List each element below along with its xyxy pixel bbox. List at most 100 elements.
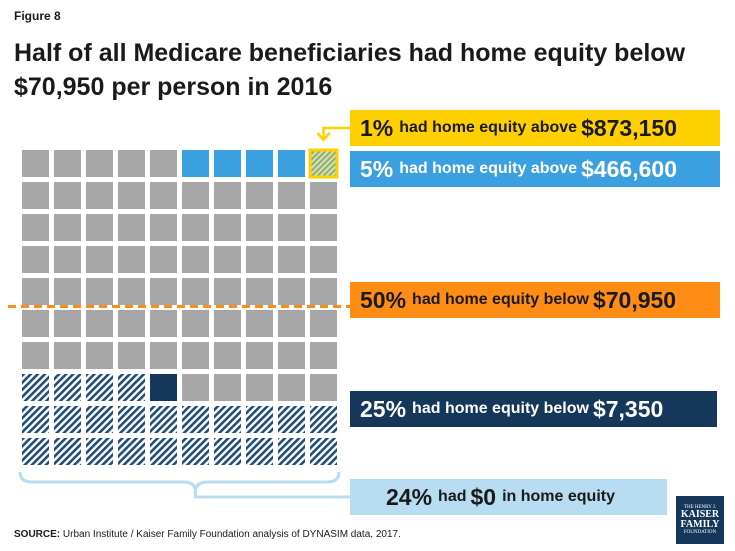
- waffle-cell-zero-equity: [246, 438, 273, 465]
- waffle-cell-top-5: [246, 150, 273, 177]
- waffle-cell: [54, 246, 81, 273]
- callout-text: had home equity below: [412, 400, 589, 417]
- waffle-cell-zero-equity: [54, 406, 81, 433]
- waffle-cell-zero-equity: [150, 406, 177, 433]
- callout-amount: $0: [470, 483, 497, 510]
- waffle-cell-zero-equity: [214, 406, 241, 433]
- waffle-cell: [214, 246, 241, 273]
- waffle-cell: [86, 150, 113, 177]
- waffle-cell: [182, 214, 209, 241]
- top-1-arrow-line: [322, 126, 350, 140]
- callout-text: had home equity above: [399, 119, 578, 136]
- waffle-cell: [310, 342, 337, 369]
- waffle-cell: [182, 374, 209, 401]
- waffle-cell: [150, 182, 177, 209]
- waffle-cell: [150, 150, 177, 177]
- waffle-cell-top-5: [182, 150, 209, 177]
- waffle-cell: [246, 278, 273, 305]
- waffle-cell-zero-equity: [182, 438, 209, 465]
- waffle-cell: [182, 246, 209, 273]
- waffle-cell-top-1: [308, 148, 339, 179]
- top-1-arrow-head: [316, 132, 331, 142]
- chart-title: Half of all Medicare beneficiaries had h…: [14, 39, 686, 101]
- waffle-cell-zero-equity: [278, 438, 305, 465]
- waffle-cell: [22, 214, 49, 241]
- waffle-cell: [246, 374, 273, 401]
- callout-amount: $873,150: [581, 114, 677, 141]
- waffle-cell: [310, 246, 337, 273]
- waffle-cell-zero-equity: [118, 406, 145, 433]
- waffle-cell-zero-equity: [22, 406, 49, 433]
- waffle-cell: [182, 310, 209, 337]
- waffle-cell-zero-equity: [22, 374, 49, 401]
- waffle-cell: [86, 246, 113, 273]
- waffle-cell: [246, 214, 273, 241]
- callout-percent: 5%: [360, 155, 394, 182]
- callout-text: had: [438, 488, 467, 505]
- waffle-cell: [278, 310, 305, 337]
- waffle-cell: [310, 214, 337, 241]
- waffle-cell-zero-equity: [118, 374, 145, 401]
- waffle-cell: [118, 182, 145, 209]
- waffle-cell-zero-equity: [54, 438, 81, 465]
- callout-top-5-percent: 5% had home equity above $466,600: [350, 151, 720, 187]
- waffle-cell: [310, 374, 337, 401]
- waffle-cell: [182, 278, 209, 305]
- waffle-cell: [246, 246, 273, 273]
- logo-line-1: THE HENRY J.: [683, 505, 717, 510]
- waffle-cell: [22, 278, 49, 305]
- waffle-cell: [214, 342, 241, 369]
- logo-line-2: KAISER: [680, 509, 720, 520]
- waffle-cell: [86, 182, 113, 209]
- waffle-cell-zero-equity: [278, 406, 305, 433]
- waffle-cell: [150, 342, 177, 369]
- waffle-cell: [278, 182, 305, 209]
- source-note: SOURCE: Urban Institute / Kaiser Family …: [14, 529, 401, 540]
- waffle-cell: [214, 310, 241, 337]
- waffle-cell: [278, 246, 305, 273]
- callout-median: 50% had home equity below $70,950: [350, 282, 720, 318]
- waffle-cell: [246, 342, 273, 369]
- waffle-cell: [86, 342, 113, 369]
- waffle-cell: [54, 150, 81, 177]
- waffle-cell-zero-equity: [214, 438, 241, 465]
- callout-top-1-percent: 1% had home equity above $873,150: [350, 110, 720, 146]
- waffle-cell-top-5: [278, 150, 305, 177]
- waffle-cell: [310, 182, 337, 209]
- waffle-cell: [54, 182, 81, 209]
- zero-equity-brace: [18, 471, 341, 493]
- waffle-cell: [214, 214, 241, 241]
- callout-percent: 50%: [360, 286, 407, 313]
- waffle-cell: [22, 182, 49, 209]
- waffle-cell: [214, 374, 241, 401]
- waffle-cell: [150, 246, 177, 273]
- callout-percent: 25%: [360, 395, 407, 422]
- waffle-cell: [150, 310, 177, 337]
- callout-text: had home equity below: [412, 291, 589, 308]
- waffle-cell: [278, 342, 305, 369]
- waffle-cell-zero-equity: [310, 406, 337, 433]
- callout-percent: 1%: [360, 114, 394, 141]
- waffle-cell: [22, 342, 49, 369]
- waffle-cell: [54, 214, 81, 241]
- waffle-cell: [86, 310, 113, 337]
- kff-logo: THE HENRY J. KAISER FAMILY FOUNDATION: [676, 496, 724, 544]
- waffle-cell: [278, 278, 305, 305]
- waffle-cell: [22, 310, 49, 337]
- callout-zero-equity: 24% had $0 in home equity: [350, 479, 667, 515]
- waffle-cell: [278, 214, 305, 241]
- waffle-cell-zero-equity: [150, 438, 177, 465]
- waffle-cell-zero-equity: [86, 374, 113, 401]
- waffle-cell-zero-equity: [22, 438, 49, 465]
- waffle-cell: [86, 214, 113, 241]
- waffle-cell: [118, 342, 145, 369]
- waffle-cell: [246, 310, 273, 337]
- waffle-annotations: [8, 126, 350, 499]
- waffle-cell: [310, 310, 337, 337]
- callout-amount: $466,600: [581, 155, 677, 182]
- waffle-cell-top-5: [214, 150, 241, 177]
- source-label: SOURCE:: [14, 529, 61, 540]
- waffle-cell: [54, 310, 81, 337]
- callout-text: had home equity above: [399, 160, 578, 177]
